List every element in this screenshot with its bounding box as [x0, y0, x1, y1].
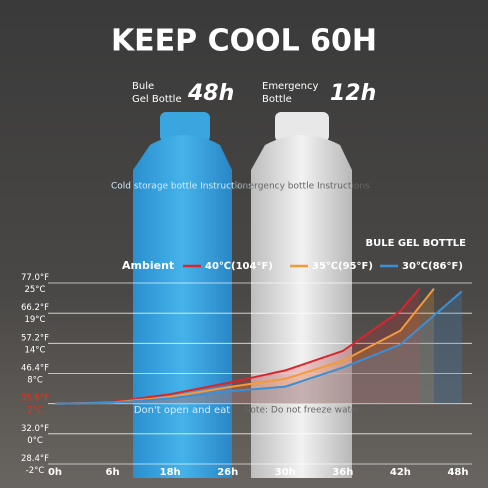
series-area — [55, 291, 462, 404]
page-title: KEEP COOL 60H — [111, 24, 377, 59]
white-heading: Emergency bottle Instructions — [234, 182, 370, 192]
x-tick-label: 36h — [332, 467, 353, 478]
x-tick-label: 18h — [160, 467, 181, 478]
right-badge: 12h — [330, 81, 376, 106]
white-note: Note: Do not freeze water — [244, 406, 361, 416]
right-label: Emergency — [262, 81, 318, 92]
left-label: Gel Bottle — [132, 94, 182, 105]
y-tick-label: 77.0°F 25°C — [21, 273, 49, 295]
y-tick-label: 57.2°F 14°C — [21, 333, 49, 355]
x-tick-label: 0h — [48, 467, 62, 478]
legend-entry: 35℃(95°F) — [312, 261, 373, 272]
x-tick-label: 6h — [106, 467, 120, 478]
left-label: Bule — [132, 81, 154, 92]
x-tick-label: 30h — [275, 467, 296, 478]
y-tick-label: 66.2°F 19°C — [21, 303, 49, 325]
y-tick-label: 46.4°F 8°C — [21, 363, 49, 385]
x-tick-label: 42h — [390, 467, 411, 478]
legend-entry: 40℃(104°F) — [205, 261, 273, 272]
legend-title: BULE GEL BOTTLE — [365, 238, 466, 249]
blue-heading: Cold storage bottle Instructions — [111, 182, 253, 192]
right-label: Bottle — [262, 94, 292, 105]
y-tick-label: 32.0°F 0°C — [21, 423, 49, 445]
blue-note: Don't open and eat — [134, 405, 230, 416]
y-tick-label: 35.6°F 2°C — [21, 393, 49, 415]
blue-cap — [160, 112, 210, 142]
series-line — [54, 290, 463, 405]
x-tick-label: 26h — [217, 467, 238, 478]
white-cap — [275, 112, 329, 142]
x-tick-label: 48h — [447, 467, 468, 478]
y-tick-label: 28.4°F -2°C — [21, 454, 49, 476]
series-area — [55, 288, 420, 404]
left-badge: 48h — [187, 81, 234, 106]
legend-entry: 30℃(86°F) — [402, 261, 463, 272]
series-area — [55, 288, 435, 404]
white-bottle — [251, 135, 352, 478]
legend-label: Ambient — [122, 259, 174, 272]
blue-bottle — [133, 135, 232, 478]
